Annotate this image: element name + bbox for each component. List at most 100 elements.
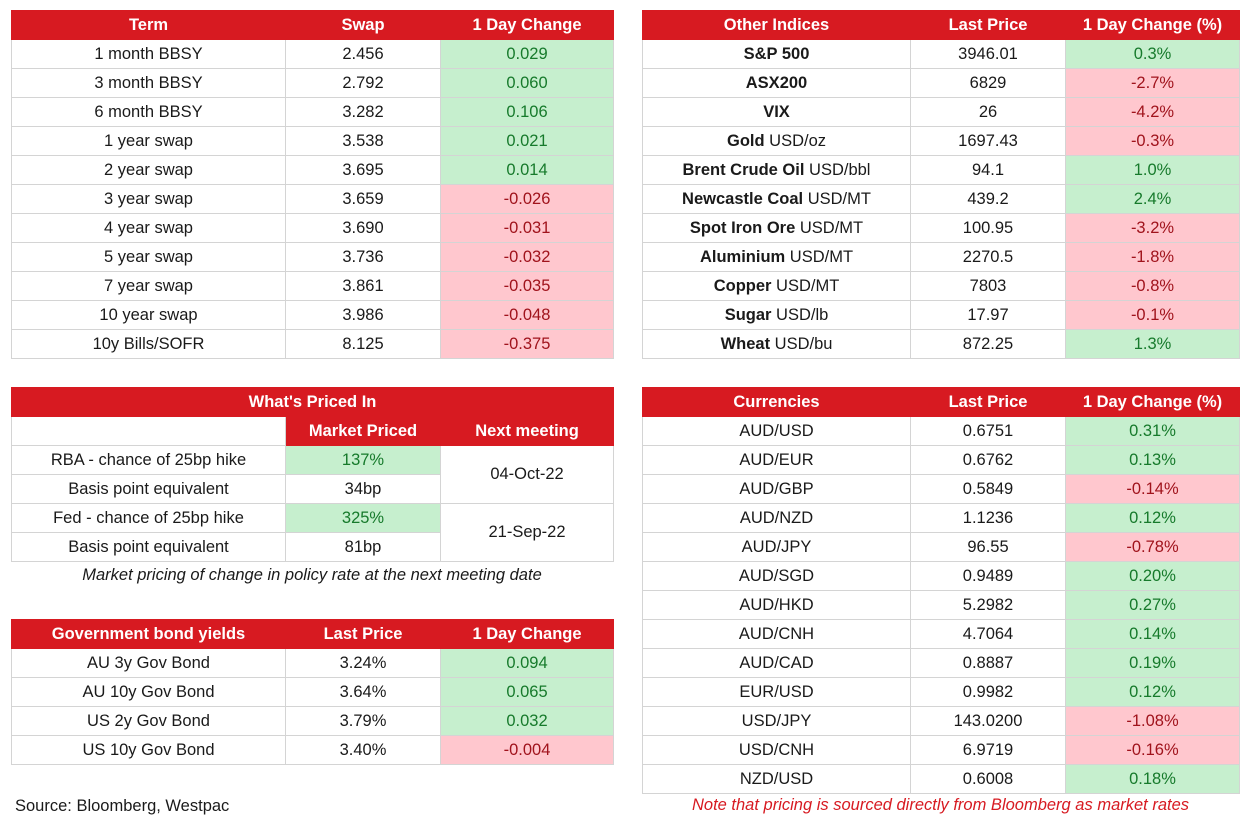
swap-term: 5 year swap [11, 242, 286, 272]
index-name-cell: VIX [642, 97, 911, 127]
rba-bp-row: Basis point equivalent 34bp [11, 474, 614, 504]
swap-change: 0.029 [440, 39, 614, 69]
swap-term: 4 year swap [11, 213, 286, 243]
swap-value: 3.659 [285, 184, 441, 214]
index-change: 1.3% [1065, 329, 1240, 359]
table-row: 10y Bills/SOFR 8.125 -0.375 [11, 329, 614, 359]
priced-subheader-meeting: Next meeting [439, 416, 615, 446]
fx-pair: AUD/CNH [642, 619, 911, 649]
fx-pair: EUR/USD [642, 677, 911, 707]
index-unit: USD/MT [789, 247, 854, 266]
index-name-cell: Wheat USD/bu [642, 329, 911, 359]
swap-term: 10y Bills/SOFR [11, 329, 286, 359]
fx-price: 0.6751 [910, 416, 1066, 446]
fx-change: -1.08% [1065, 706, 1240, 736]
table-row: AUD/NZD 1.1236 0.12% [642, 503, 1240, 533]
index-change: -1.8% [1065, 242, 1240, 272]
table-row: 6 month BBSY 3.282 0.106 [11, 97, 614, 127]
index-change: -0.3% [1065, 126, 1240, 156]
index-unit: USD/oz [769, 131, 827, 150]
swap-table-body: 1 month BBSY 2.456 0.029 3 month BBSY 2.792 0… [11, 39, 614, 359]
fed-next-meeting: 21-Sep-22 [439, 503, 615, 562]
index-change: 2.4% [1065, 184, 1240, 214]
fx-pair: NZD/USD [642, 764, 911, 794]
fx-pair: USD/JPY [642, 706, 911, 736]
bond-price: 3.64% [285, 677, 441, 707]
swap-term: 10 year swap [11, 300, 286, 330]
fx-price: 0.5849 [910, 474, 1066, 504]
fx-header-pair: Currencies [642, 387, 911, 417]
swap-change: -0.035 [440, 271, 614, 301]
fx-pair: AUD/JPY [642, 532, 911, 562]
fed-bp-row: Basis point equivalent 81bp [11, 532, 614, 562]
table-row: AUD/USD 0.6751 0.31% [642, 416, 1240, 446]
table-row: AU 3y Gov Bond 3.24% 0.094 [11, 648, 614, 678]
indices-header-row: Other Indices Last Price 1 Day Change (%… [642, 10, 1240, 40]
index-price: 6829 [910, 68, 1066, 98]
swap-value: 3.690 [285, 213, 441, 243]
fx-change: 0.18% [1065, 764, 1240, 794]
swap-term: 2 year swap [11, 155, 286, 185]
fx-pair: AUD/GBP [642, 474, 911, 504]
swap-change: 0.106 [440, 97, 614, 127]
index-name: Aluminium [699, 247, 786, 266]
swap-change: 0.060 [440, 68, 614, 98]
swap-header-term: Term [11, 10, 286, 40]
bond-price: 3.79% [285, 706, 441, 736]
fx-price: 96.55 [910, 532, 1066, 562]
fx-pair: AUD/EUR [642, 445, 911, 475]
fx-price: 5.2982 [910, 590, 1066, 620]
bond-change: -0.004 [440, 735, 614, 765]
rba-hike-row: RBA - chance of 25bp hike 137% 04-Oct-22 [11, 445, 615, 504]
fx-pair: AUD/SGD [642, 561, 911, 591]
bond-name: US 10y Gov Bond [11, 735, 286, 765]
bond-header-row: Government bond yields Last Price 1 Day … [11, 619, 614, 649]
fed-bp-label: Basis point equivalent [11, 532, 286, 562]
table-row: Copper USD/MT 7803 -0.8% [642, 271, 1240, 301]
fx-change: -0.78% [1065, 532, 1240, 562]
priced-subheader-row: Market Priced Next meeting [11, 416, 615, 446]
index-change: -4.2% [1065, 97, 1240, 127]
priced-title: What's Priced In [10, 387, 615, 417]
table-row: USD/CNH 6.9719 -0.16% [642, 735, 1240, 765]
swap-change: -0.375 [440, 329, 614, 359]
index-unit: USD/bu [774, 334, 833, 353]
table-row: Brent Crude Oil USD/bbl 94.1 1.0% [642, 155, 1240, 185]
other-indices-table: Other Indices Last Price 1 Day Change (%… [642, 10, 1240, 359]
index-change: -2.7% [1065, 68, 1240, 98]
index-price: 94.1 [910, 155, 1066, 185]
indices-header-change: 1 Day Change (%) [1065, 10, 1240, 40]
table-row: USD/JPY 143.0200 -1.08% [642, 706, 1240, 736]
table-row: ASX200 6829 -2.7% [642, 68, 1240, 98]
index-unit: USD/MT [776, 276, 840, 295]
bond-header-name: Government bond yields [11, 619, 286, 649]
index-price: 7803 [910, 271, 1066, 301]
fx-pair: USD/CNH [642, 735, 911, 765]
fx-table-body: AUD/USD 0.6751 0.31% AUD/EUR 0.6762 0.13% AUD/… [642, 416, 1240, 794]
table-row: VIX 26 -4.2% [642, 97, 1240, 127]
bond-change: 0.032 [440, 706, 614, 736]
fx-pair: AUD/USD [642, 416, 911, 446]
table-row: US 2y Gov Bond 3.79% 0.032 [11, 706, 614, 736]
swap-value: 3.986 [285, 300, 441, 330]
swap-value: 3.538 [285, 126, 441, 156]
fx-price: 0.6008 [910, 764, 1066, 794]
priced-subheader-blank [11, 416, 286, 446]
swap-value: 3.736 [285, 242, 441, 272]
indices-header-name: Other Indices [642, 10, 911, 40]
whats-priced-in-table: What's Priced In Market Priced Next meet… [10, 387, 615, 562]
table-row: 3 month BBSY 2.792 0.060 [11, 68, 614, 98]
index-name-cell: ASX200 [642, 68, 911, 98]
policy-pricing-note: Market pricing of change in policy rate … [82, 566, 542, 584]
table-row: Wheat USD/bu 872.25 1.3% [642, 329, 1240, 359]
fed-hike-label: Fed - chance of 25bp hike [11, 503, 286, 533]
table-row: AUD/SGD 0.9489 0.20% [642, 561, 1240, 591]
index-change: -0.1% [1065, 300, 1240, 330]
index-name-cell: S&P 500 [642, 39, 911, 69]
fx-price: 0.6762 [910, 445, 1066, 475]
bond-name: AU 10y Gov Bond [11, 677, 286, 707]
fed-bp-value: 81bp [285, 532, 441, 562]
index-name: VIX [763, 102, 790, 121]
fx-price: 6.9719 [910, 735, 1066, 765]
fx-change: 0.12% [1065, 503, 1240, 533]
